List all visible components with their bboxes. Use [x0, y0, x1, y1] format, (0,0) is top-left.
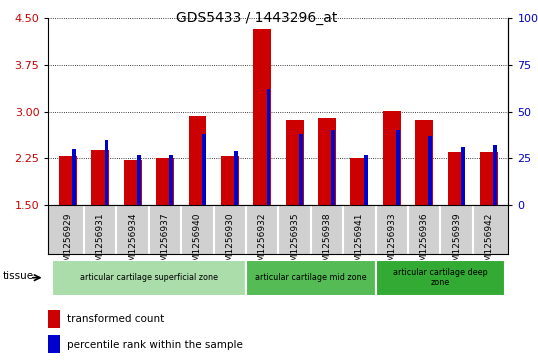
Bar	[234, 151, 238, 205]
Bar	[428, 136, 433, 205]
Text: GSM1256942: GSM1256942	[485, 212, 493, 273]
Bar	[364, 155, 367, 205]
Bar	[493, 145, 497, 205]
Text: percentile rank within the sample: percentile rank within the sample	[67, 339, 243, 350]
Bar	[350, 158, 369, 205]
Bar	[480, 152, 498, 205]
Text: tissue: tissue	[3, 271, 33, 281]
Bar	[383, 111, 401, 205]
Bar	[52, 260, 246, 296]
Text: GSM1256930: GSM1256930	[225, 212, 235, 273]
Bar	[448, 152, 465, 205]
Text: GSM1256934: GSM1256934	[128, 212, 137, 273]
Bar	[266, 89, 271, 205]
Bar	[376, 260, 505, 296]
Text: articular cartilage superficial zone: articular cartilage superficial zone	[80, 273, 218, 282]
Bar	[124, 160, 141, 205]
Bar	[104, 140, 109, 205]
Bar	[396, 130, 400, 205]
Bar	[48, 335, 60, 353]
Bar	[221, 156, 239, 205]
Bar	[202, 134, 206, 205]
Bar	[331, 130, 335, 205]
Bar	[188, 116, 207, 205]
Bar	[415, 120, 433, 205]
Text: articular cartilage deep
zone: articular cartilage deep zone	[393, 268, 488, 287]
Text: GSM1256933: GSM1256933	[387, 212, 397, 273]
Bar	[299, 134, 303, 205]
Bar	[246, 260, 376, 296]
Text: GDS5433 / 1443296_at: GDS5433 / 1443296_at	[176, 11, 337, 25]
Text: transformed count: transformed count	[67, 314, 164, 324]
Text: articular cartilage mid zone: articular cartilage mid zone	[255, 273, 366, 282]
Bar	[91, 150, 109, 205]
Bar	[169, 155, 173, 205]
Bar	[318, 118, 336, 205]
Text: GSM1256932: GSM1256932	[258, 212, 267, 273]
Bar	[461, 147, 465, 205]
Text: GSM1256936: GSM1256936	[420, 212, 429, 273]
Bar	[156, 158, 174, 205]
Text: GSM1256935: GSM1256935	[290, 212, 299, 273]
Bar	[59, 156, 77, 205]
Text: GSM1256929: GSM1256929	[63, 212, 72, 273]
Text: GSM1256937: GSM1256937	[160, 212, 169, 273]
Text: GSM1256931: GSM1256931	[96, 212, 105, 273]
Text: GSM1256940: GSM1256940	[193, 212, 202, 273]
Text: GSM1256941: GSM1256941	[355, 212, 364, 273]
Bar	[286, 121, 303, 205]
Text: GSM1256938: GSM1256938	[322, 212, 331, 273]
Bar	[137, 155, 141, 205]
Bar	[72, 149, 76, 205]
Bar	[253, 29, 271, 205]
Text: GSM1256939: GSM1256939	[452, 212, 461, 273]
Bar	[48, 310, 60, 328]
